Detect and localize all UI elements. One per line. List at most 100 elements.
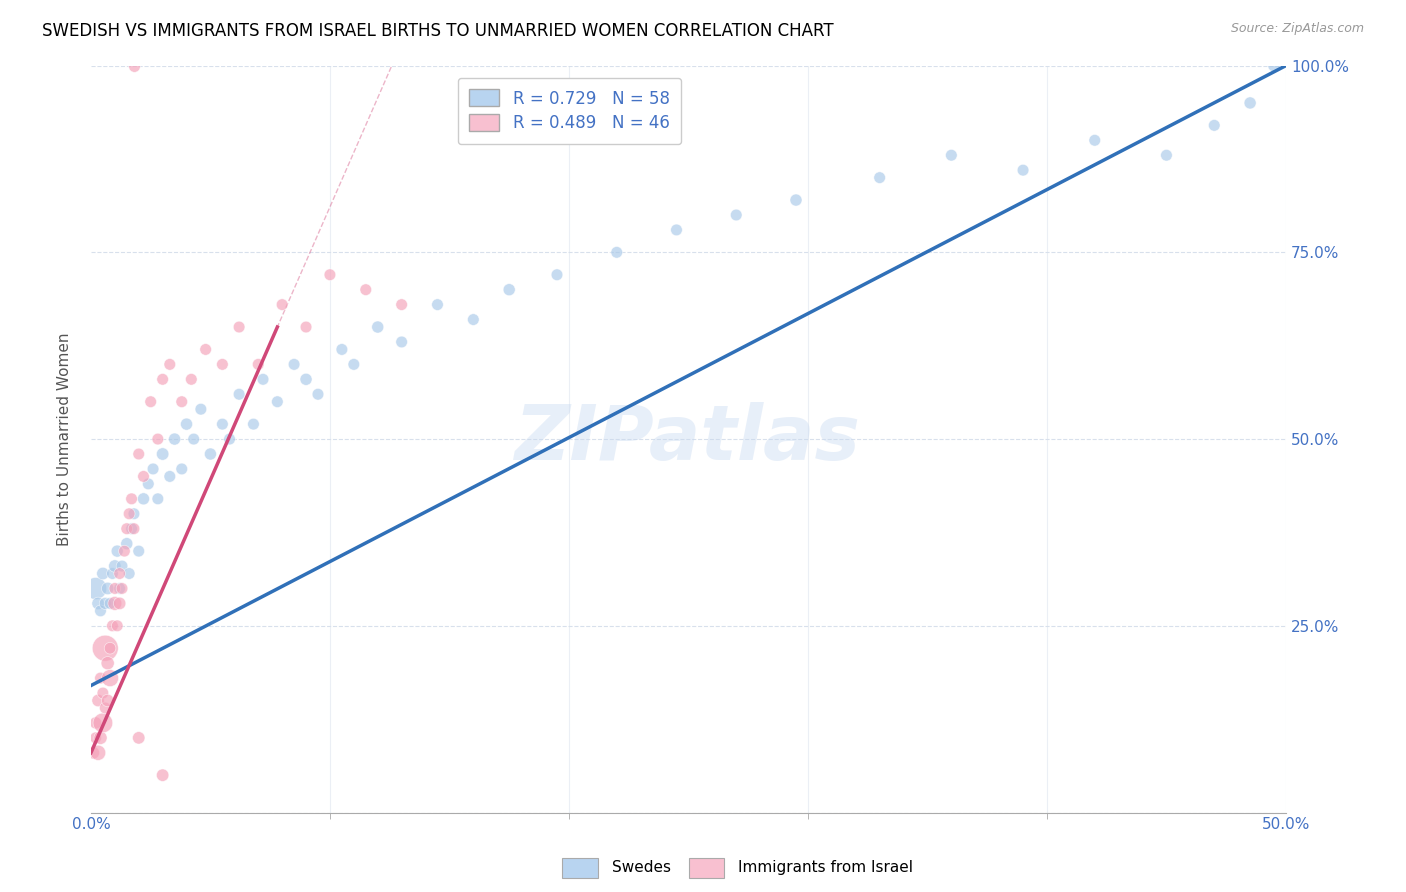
Point: [91, 686, 114, 700]
Point: [152, 447, 174, 461]
Point: [1156, 148, 1178, 162]
Point: [91, 566, 114, 581]
Point: [128, 544, 150, 558]
Point: [283, 357, 305, 371]
Point: [94, 596, 117, 610]
Point: [122, 59, 145, 73]
Point: [180, 372, 202, 386]
Point: [785, 193, 807, 207]
Point: [122, 522, 145, 536]
Point: [200, 447, 222, 461]
Point: [97, 582, 120, 596]
Point: [84, 731, 107, 745]
Point: [190, 402, 212, 417]
Point: [295, 320, 318, 334]
Point: [211, 357, 233, 371]
Point: [84, 582, 107, 596]
Point: [159, 469, 181, 483]
Text: Source: ZipAtlas.com: Source: ZipAtlas.com: [1230, 22, 1364, 36]
Point: [98, 671, 121, 685]
Point: [94, 701, 117, 715]
Point: [118, 507, 141, 521]
Point: [159, 357, 181, 371]
Point: [266, 394, 288, 409]
Point: [136, 476, 159, 491]
Point: [87, 746, 110, 760]
Text: Immigrants from Israel: Immigrants from Israel: [738, 860, 912, 874]
Point: [142, 462, 165, 476]
Point: [105, 544, 128, 558]
Point: [111, 559, 134, 574]
Point: [115, 536, 138, 550]
Point: [463, 312, 485, 326]
Point: [498, 283, 520, 297]
Point: [128, 447, 150, 461]
Point: [128, 731, 150, 745]
Point: [108, 596, 131, 610]
Point: [105, 619, 128, 633]
Point: [228, 320, 250, 334]
Point: [121, 522, 143, 536]
Point: [1239, 95, 1261, 110]
Point: [132, 469, 155, 483]
Point: [271, 298, 294, 312]
Point: [295, 372, 318, 386]
Point: [725, 208, 748, 222]
Point: [170, 394, 193, 409]
Point: [146, 432, 169, 446]
Point: [101, 619, 124, 633]
Point: [183, 432, 205, 446]
Point: [98, 641, 121, 656]
Point: [1012, 163, 1035, 178]
Text: ZIPatlas: ZIPatlas: [516, 402, 862, 476]
Point: [242, 417, 264, 431]
Point: [869, 170, 891, 185]
Point: [252, 372, 274, 386]
Point: [112, 544, 135, 558]
Point: [426, 298, 449, 312]
Point: [218, 432, 240, 446]
Text: Swedes: Swedes: [612, 860, 671, 874]
Point: [89, 671, 111, 685]
Point: [194, 343, 217, 357]
Point: [1263, 59, 1285, 73]
Point: [343, 357, 366, 371]
Point: [104, 559, 127, 574]
Point: [1204, 119, 1226, 133]
Point: [104, 582, 127, 596]
Point: [87, 596, 110, 610]
Point: [307, 387, 329, 401]
Point: [84, 715, 107, 730]
Point: [606, 245, 628, 260]
Point: [82, 746, 104, 760]
Point: [104, 596, 127, 610]
Point: [546, 268, 568, 282]
Point: [97, 656, 120, 670]
Point: [108, 566, 131, 581]
Point: [391, 298, 413, 312]
Point: [665, 223, 688, 237]
Text: SWEDISH VS IMMIGRANTS FROM ISRAEL BIRTHS TO UNMARRIED WOMEN CORRELATION CHART: SWEDISH VS IMMIGRANTS FROM ISRAEL BIRTHS…: [42, 22, 834, 40]
Point: [170, 462, 193, 476]
Y-axis label: Births to Unmarried Women: Births to Unmarried Women: [58, 333, 72, 546]
Point: [228, 387, 250, 401]
Point: [132, 491, 155, 506]
Point: [152, 372, 174, 386]
Point: [139, 394, 162, 409]
Point: [98, 596, 121, 610]
Point: [115, 522, 138, 536]
Point: [152, 768, 174, 782]
Point: [247, 357, 270, 371]
Point: [319, 268, 342, 282]
Point: [97, 693, 120, 707]
Point: [89, 731, 111, 745]
Point: [94, 641, 117, 656]
Point: [163, 432, 186, 446]
Point: [941, 148, 963, 162]
Point: [391, 334, 413, 349]
Point: [108, 582, 131, 596]
Point: [1084, 133, 1107, 147]
Point: [146, 491, 169, 506]
Point: [111, 582, 134, 596]
Point: [354, 283, 377, 297]
